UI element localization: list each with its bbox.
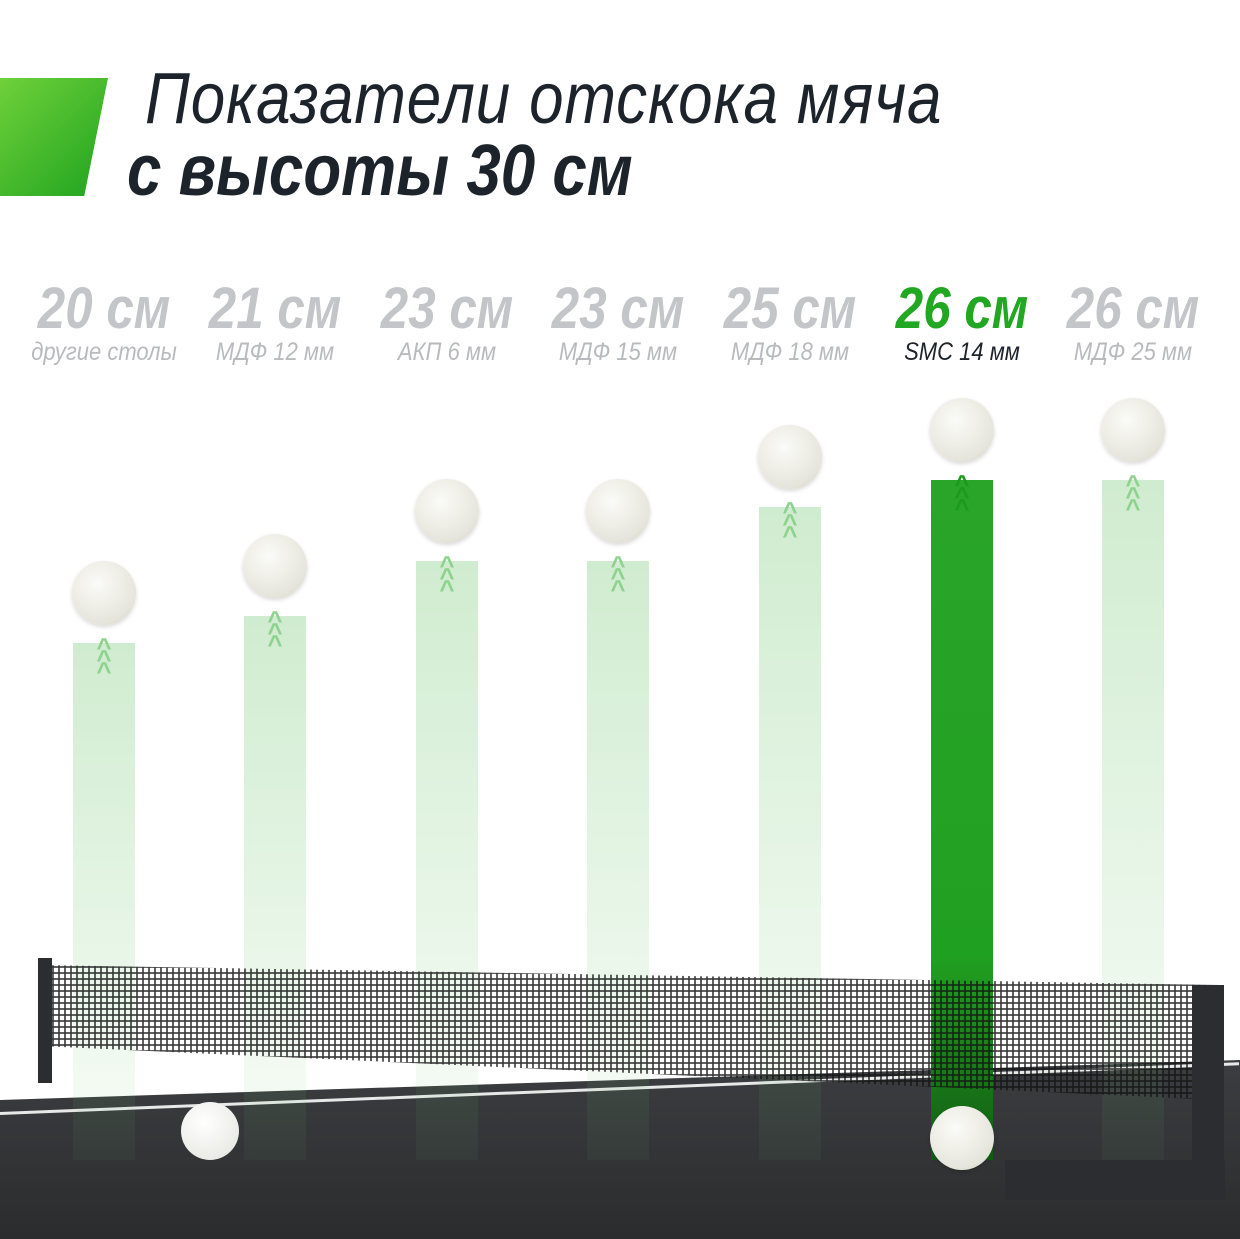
- category-label: МДФ 25 мм: [1073, 338, 1193, 366]
- category-label: МДФ 18 мм: [730, 338, 850, 366]
- title-line1: Показатели отскока мяча: [145, 59, 943, 139]
- bar-label-group: 23 см АКП 6 мм: [361, 275, 533, 367]
- value-label: 26 см: [1066, 276, 1200, 341]
- category-label: АКП 6 мм: [397, 338, 497, 366]
- bar-label-group: 23 см МДФ 15 мм: [532, 275, 704, 367]
- chevron-up-icon: ^ ^ ^: [96, 632, 112, 686]
- value-label: 25 см: [723, 276, 857, 341]
- chevron-up-icon: ^ ^ ^: [782, 496, 798, 550]
- chevron-up-icon: ^ ^ ^: [954, 468, 970, 523]
- bar-label-group: 20 см другие столы: [18, 275, 190, 367]
- ball: [930, 397, 994, 462]
- ball-on-table: [181, 1102, 239, 1160]
- accent-shape: [0, 78, 108, 196]
- bar-label-group: 25 см МДФ 18 мм: [704, 275, 876, 367]
- category-label: МДФ 15 мм: [558, 338, 678, 366]
- category-label: SMC 14 мм: [904, 338, 1020, 366]
- bar: [416, 561, 478, 1160]
- value-label: 23 см: [380, 276, 514, 341]
- ball: [243, 533, 307, 598]
- net-post-left: [38, 958, 52, 1083]
- category-label: другие столы: [31, 338, 177, 366]
- bar: [73, 643, 135, 1160]
- bar-label-group: 21 см МДФ 12 мм: [189, 275, 361, 367]
- chevron-up-icon: ^ ^ ^: [439, 550, 455, 605]
- ball: [586, 479, 650, 544]
- value-label: 21 см: [208, 276, 342, 341]
- ball: [1101, 397, 1165, 462]
- category-label: МДФ 12 мм: [215, 338, 335, 366]
- bar-label-group: 26 см МДФ 25 мм: [1047, 275, 1219, 367]
- value-label: 23 см: [551, 276, 685, 341]
- net-clamp: [1005, 1160, 1225, 1200]
- value-label: 26 см: [895, 276, 1029, 341]
- ball-bounce-point: [930, 1106, 994, 1170]
- bar: [244, 615, 306, 1160]
- chevron-up-icon: ^ ^ ^: [610, 550, 626, 605]
- ball: [415, 479, 479, 544]
- bar-label-group: 26 см SMC 14 мм: [876, 275, 1048, 367]
- chevron-up-icon: ^ ^ ^: [1125, 468, 1141, 523]
- title-line2: с высоты 30 см: [127, 131, 633, 211]
- ball: [72, 561, 136, 625]
- value-label: 20 см: [37, 276, 171, 341]
- chevron-up-icon: ^ ^ ^: [267, 604, 283, 659]
- ball: [758, 425, 822, 489]
